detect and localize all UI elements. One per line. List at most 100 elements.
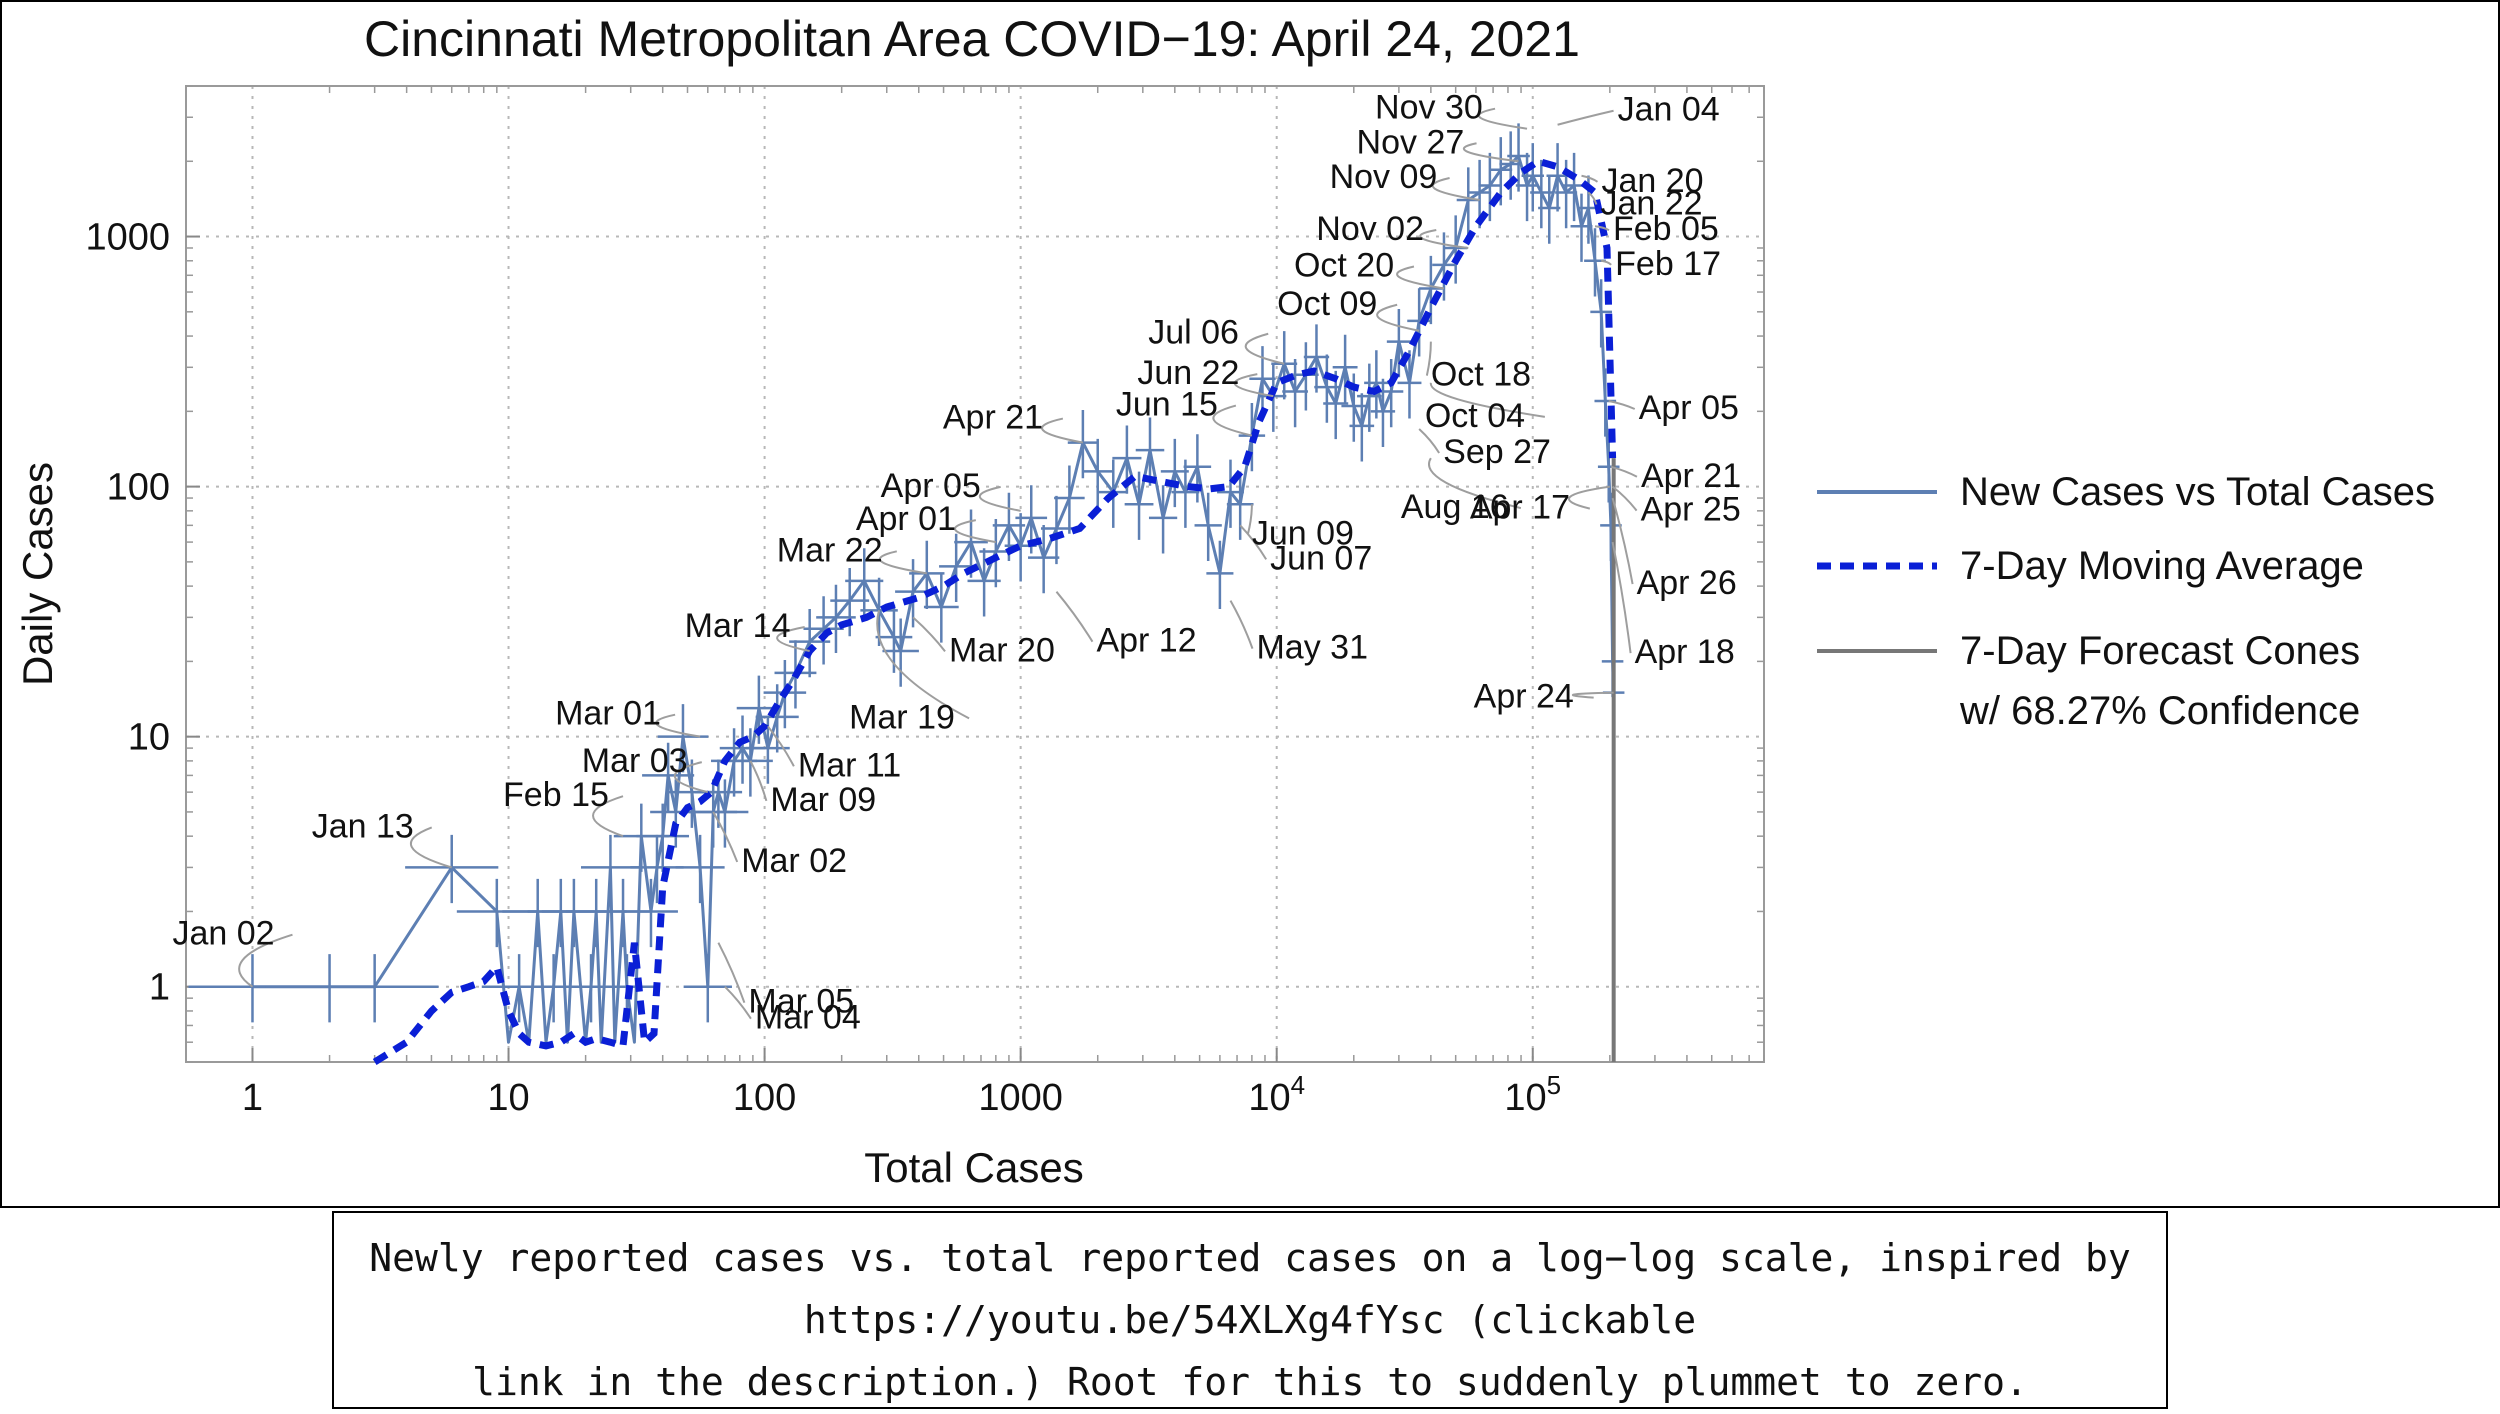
annotation-leader [978,485,1021,512]
annotation-leader [1610,465,1638,478]
annotation-label: Mar 05 [748,983,854,1021]
annotation-label: Jun 07 [1270,539,1372,577]
legend-label-forecast: w/ 68.27% Confidence [1959,689,2360,733]
annotation-label: Feb 15 [503,776,609,814]
annotation-leader [1462,142,1519,163]
annotation-label: Nov 27 [1357,123,1465,161]
plot-frame [185,85,1765,1063]
annotation-leader [954,519,997,544]
annotation-leader [1557,109,1614,126]
annotation-label: Nov 09 [1330,158,1438,196]
annotation-leader [1246,504,1253,535]
annotation-label: Mar 11 [798,746,901,784]
x-tick-exponent: 4 [1291,1070,1305,1100]
x-axis-label: Total Cases [864,1144,1083,1191]
annotation-label: Oct 04 [1425,397,1525,435]
legend-label-forecast: 7-Day Forecast Cones [1960,629,2360,673]
annotation-leader [876,610,970,720]
x-tick-label: 100 [733,1077,796,1119]
annotation-label: Mar 22 [777,531,883,569]
annotation-leader [1428,457,1522,510]
annotation-leader [1594,225,1610,232]
annotation-leader [1418,428,1441,454]
annotation-label: Mar 19 [849,698,955,736]
annotation-label: Feb 05 [1613,210,1719,248]
series-layer [188,123,1625,1065]
annotation-leader [1611,541,1632,654]
annotation-label: Apr 21 [1641,457,1741,495]
annotation-label: Jun 22 [1137,354,1239,392]
caption-line: Newly reported cases vs. total reported … [369,1236,2131,1280]
y-tick-label: 1 [149,967,170,1009]
annotation-leader [655,713,701,738]
annotation-label: Jan 20 [1601,162,1703,200]
annotation-label: Jan 04 [1618,91,1720,129]
annotation-leader [673,761,709,794]
annotation-leader [1041,417,1084,444]
annotation-leader [1425,341,1432,376]
annotation-label: Jan 02 [172,915,274,953]
annotation-leader [776,626,810,653]
annotation-label: Jan 22 [1600,185,1702,223]
annotation-leader [1419,229,1469,249]
annotations: Jan 02 Jan 13 Feb 15 Mar 01 Mar 03 Mar 02 Mar … [172,89,1741,1037]
annotation-label: Apr 05 [1639,389,1739,427]
annotation-label: Mar 09 [770,781,876,819]
new-cases-line [252,154,1616,1044]
annotation-label: Mar 04 [755,999,861,1037]
annotation-leader [1055,591,1094,643]
annotation-leader [592,795,624,838]
annotation-leader [912,616,946,652]
annotation-label: Jun 09 [1252,514,1354,552]
annotation-label: Apr 12 [1096,622,1196,660]
y-tick-label: 1000 [85,217,170,259]
chart-title: Cincinnati Metropolitan Area COVID−19: A… [364,11,1580,67]
annotation-leader [1229,600,1254,649]
annotation-leader [1611,497,1634,585]
x-tick-label: 1000 [978,1077,1063,1119]
annotation-label: Feb 17 [1615,245,1721,283]
x-tick-label: 1 [242,1077,263,1119]
moving-average-line [372,157,1617,1065]
annotation-leader [1239,524,1268,560]
annotation-leader [1568,485,1610,510]
x-tick-label: 104 [1248,1070,1305,1119]
caption-box: Newly reported cases vs. total reported … [332,1211,2168,1409]
annotation-leader [238,933,293,988]
annotation-label: Apr 26 [1637,564,1737,602]
annotation-leader [1601,259,1612,266]
annotation-leader [409,826,453,869]
annotation-label: May 31 [1256,629,1368,667]
y-axis-label: Daily Cases [14,462,61,686]
annotation-label: Apr 01 [856,500,956,538]
legend: New Cases vs Total Cases 7-Day Moving Ave… [1817,470,2435,733]
annotation-label: Oct 20 [1294,246,1394,284]
annotation-label: Mar 02 [741,842,847,880]
x-tick-exponent: 5 [1547,1070,1561,1100]
y-tick-label: 100 [107,467,170,509]
annotation-label: Sep 27 [1443,433,1551,471]
annotation-leader [1429,382,1546,418]
annotation-label: Apr 25 [1641,491,1741,529]
annotation-label: Jul 06 [1148,314,1239,352]
annotation-leader [1244,332,1285,365]
annotation-label: Jan 13 [312,807,414,845]
annotation-leader [1587,191,1598,205]
x-tick-label: 10 [487,1077,529,1119]
chart-panel: 1 10 100 1000 104 105 1 10 100 1000 Jan 02 Jan 13 F… [0,0,2500,1208]
annotation-label: Jun 15 [1116,386,1218,424]
annotation-leader [1233,373,1274,398]
annotation-label: Oct 09 [1277,285,1377,323]
caption-link-line[interactable]: https://youtu.be/54XLXg4fYsc (clickable [803,1298,1697,1342]
annotation-label: Apr 21 [943,399,1043,437]
annotation-leader [1611,485,1638,512]
annotation-label: Nov 30 [1375,89,1483,127]
annotation-leader [749,760,768,802]
annotation-label: Mar 14 [685,607,791,645]
grid-lines [186,86,1764,1062]
annotation-label: Apr 17 [1470,489,1570,527]
annotation-label: Oct 18 [1431,356,1531,394]
annotation-label: Mar 20 [949,631,1055,669]
annotation-label: Nov 02 [1316,210,1424,248]
annotation-leader [724,986,752,1020]
